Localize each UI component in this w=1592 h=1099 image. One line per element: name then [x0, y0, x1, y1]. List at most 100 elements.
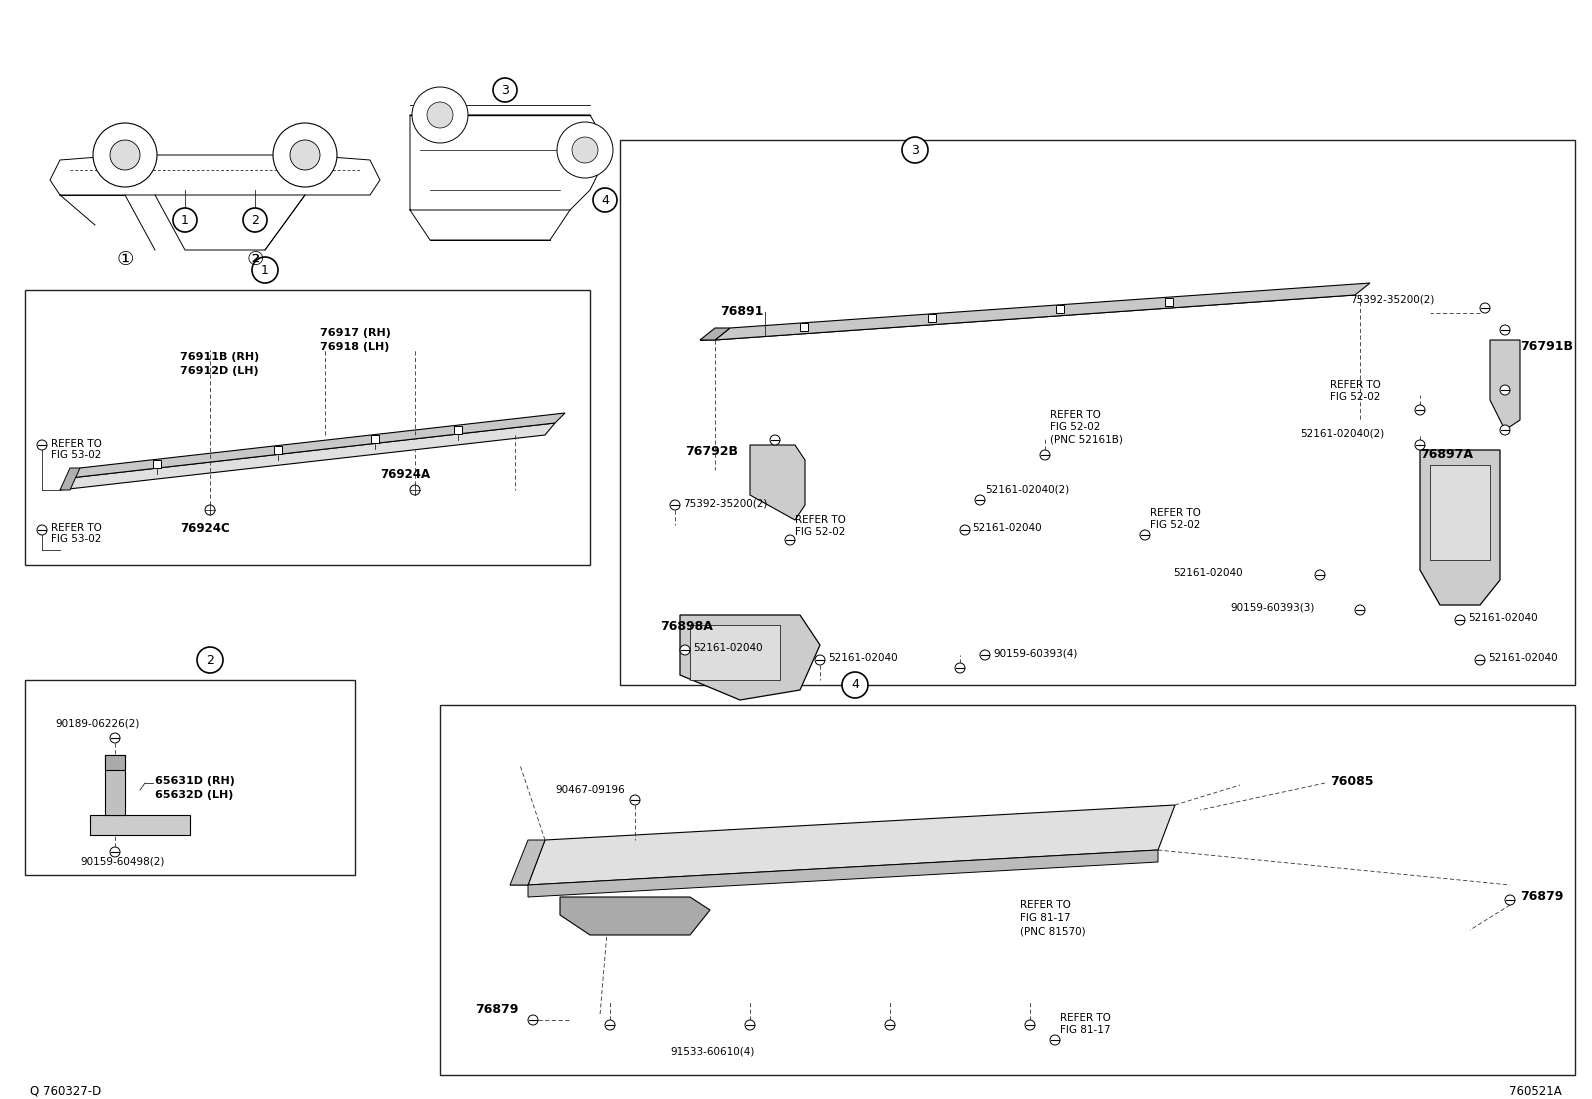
- Text: 90159-60393(4): 90159-60393(4): [993, 648, 1078, 658]
- Circle shape: [785, 535, 794, 545]
- Text: 52161-02040(2): 52161-02040(2): [985, 485, 1070, 495]
- Polygon shape: [715, 284, 1371, 340]
- Circle shape: [1025, 1020, 1035, 1030]
- Circle shape: [37, 525, 48, 535]
- Text: REFER TO: REFER TO: [51, 523, 102, 533]
- Text: REFER TO: REFER TO: [1149, 508, 1200, 518]
- Circle shape: [411, 485, 420, 495]
- Text: (PNC 81570): (PNC 81570): [1020, 926, 1086, 936]
- Circle shape: [981, 650, 990, 660]
- Circle shape: [842, 671, 868, 698]
- Polygon shape: [60, 423, 556, 490]
- Text: 76085: 76085: [1329, 775, 1374, 788]
- Circle shape: [1500, 425, 1509, 435]
- Polygon shape: [105, 755, 126, 770]
- Circle shape: [745, 1020, 755, 1030]
- Text: 76897A: 76897A: [1420, 448, 1473, 460]
- Text: 2: 2: [252, 213, 259, 226]
- Text: 76898A: 76898A: [661, 620, 713, 633]
- Circle shape: [680, 645, 689, 655]
- Text: 52161-02040: 52161-02040: [1173, 568, 1243, 578]
- Circle shape: [1415, 406, 1425, 415]
- Text: 52161-02040: 52161-02040: [973, 523, 1041, 533]
- Circle shape: [1051, 1035, 1060, 1045]
- Bar: [928, 314, 936, 322]
- Text: 90467-09196: 90467-09196: [556, 785, 624, 795]
- Text: 65632D (LH): 65632D (LH): [154, 790, 234, 800]
- Text: 76792B: 76792B: [685, 445, 739, 458]
- Text: FIG 81-17: FIG 81-17: [1020, 913, 1070, 923]
- Text: FIG 81-17: FIG 81-17: [1060, 1025, 1111, 1035]
- Text: REFER TO: REFER TO: [794, 515, 845, 525]
- Text: 76924A: 76924A: [380, 468, 430, 481]
- Circle shape: [529, 1015, 538, 1025]
- Circle shape: [1504, 895, 1516, 904]
- Text: REFER TO: REFER TO: [1051, 410, 1102, 420]
- Circle shape: [1500, 385, 1509, 395]
- Bar: [153, 460, 161, 468]
- Circle shape: [272, 123, 338, 187]
- Circle shape: [903, 137, 928, 163]
- Circle shape: [1500, 325, 1509, 335]
- Polygon shape: [529, 804, 1175, 885]
- Circle shape: [630, 795, 640, 804]
- Bar: [1165, 298, 1173, 306]
- Text: REFER TO: REFER TO: [1329, 380, 1380, 390]
- Polygon shape: [529, 850, 1157, 897]
- Text: 76912D (LH): 76912D (LH): [180, 366, 258, 376]
- Text: 4: 4: [602, 193, 608, 207]
- Polygon shape: [750, 445, 806, 520]
- Circle shape: [174, 208, 197, 232]
- Circle shape: [1455, 615, 1465, 625]
- Text: 52161-02040: 52161-02040: [1489, 653, 1557, 663]
- Circle shape: [197, 647, 223, 673]
- Text: REFER TO: REFER TO: [51, 439, 102, 449]
- Circle shape: [92, 123, 158, 187]
- Circle shape: [572, 137, 599, 163]
- Circle shape: [110, 733, 119, 743]
- Circle shape: [110, 847, 119, 857]
- Polygon shape: [509, 850, 1157, 885]
- Text: 91533-60610(4): 91533-60610(4): [670, 1047, 755, 1057]
- Bar: [274, 446, 282, 454]
- Polygon shape: [105, 755, 126, 815]
- Circle shape: [427, 102, 454, 127]
- Polygon shape: [700, 295, 1355, 340]
- Text: 76791B: 76791B: [1520, 340, 1573, 353]
- Circle shape: [290, 140, 320, 170]
- Text: 90159-60393(3): 90159-60393(3): [1231, 603, 1315, 613]
- Bar: [439, 704, 1574, 1075]
- Text: 76924C: 76924C: [180, 522, 229, 535]
- Text: ①: ①: [116, 249, 134, 269]
- Bar: [25, 290, 591, 565]
- Text: 76911B (RH): 76911B (RH): [180, 352, 259, 362]
- Circle shape: [771, 435, 780, 445]
- Polygon shape: [1490, 340, 1520, 430]
- Circle shape: [960, 525, 970, 535]
- Circle shape: [412, 87, 468, 143]
- Text: FIG 53-02: FIG 53-02: [51, 534, 102, 544]
- Text: FIG 52-02: FIG 52-02: [1149, 520, 1200, 530]
- Text: 52161-02040: 52161-02040: [693, 643, 763, 653]
- Circle shape: [670, 500, 680, 510]
- Text: FIG 52-02: FIG 52-02: [1329, 392, 1380, 402]
- Text: Q 760327-D: Q 760327-D: [30, 1085, 102, 1098]
- Polygon shape: [1430, 465, 1490, 560]
- Bar: [1055, 306, 1063, 313]
- Text: FIG 52-02: FIG 52-02: [794, 528, 845, 537]
- Text: FIG 52-02: FIG 52-02: [1051, 422, 1100, 432]
- Text: 1: 1: [181, 213, 189, 226]
- Text: 90189-06226(2): 90189-06226(2): [56, 718, 140, 728]
- Polygon shape: [91, 815, 189, 835]
- Circle shape: [1140, 530, 1149, 540]
- Text: 65631D (RH): 65631D (RH): [154, 776, 236, 786]
- Text: 760521A: 760521A: [1509, 1085, 1562, 1098]
- Text: 76879: 76879: [474, 1003, 519, 1015]
- Circle shape: [494, 78, 517, 102]
- Text: FIG 53-02: FIG 53-02: [51, 449, 102, 460]
- Bar: [801, 323, 809, 331]
- Circle shape: [974, 495, 985, 506]
- Text: 52161-02040: 52161-02040: [1468, 613, 1538, 623]
- Text: (PNC 52161B): (PNC 52161B): [1051, 434, 1122, 444]
- Polygon shape: [700, 328, 731, 340]
